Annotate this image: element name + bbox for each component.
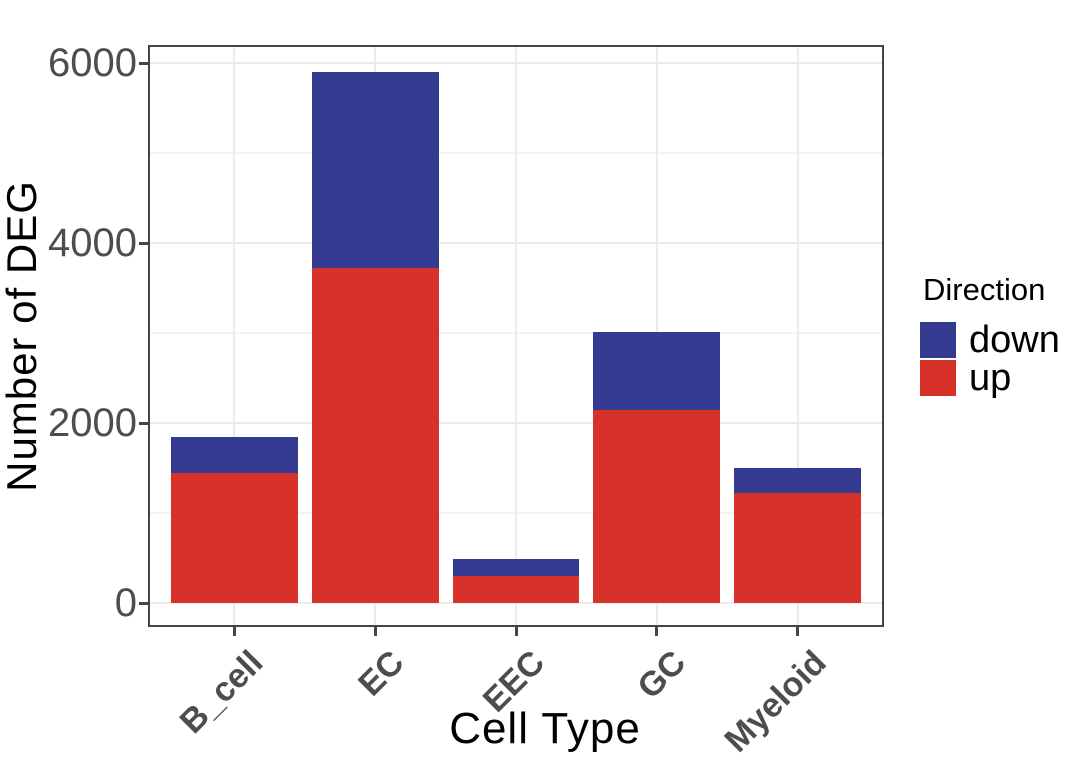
plot-panel xyxy=(148,45,884,627)
bar-segment-down-EEC xyxy=(452,558,580,576)
legend-key-up-swatch xyxy=(920,360,956,396)
bar-segment-down-B_cell xyxy=(171,437,298,474)
bar-segment-up-GC xyxy=(593,410,721,603)
gridline-major-x xyxy=(515,47,517,625)
legend-item-up: up xyxy=(920,357,1060,399)
x-tick-label-GC: GC xyxy=(630,643,693,707)
legend-label-up: up xyxy=(969,357,1012,399)
y-tick-mark xyxy=(139,61,148,65)
bar-segment-down-GC xyxy=(593,332,721,411)
bar-segment-up-B_cell xyxy=(171,473,298,603)
x-tick-mark xyxy=(514,627,518,636)
bar-segment-down-Myeloid xyxy=(734,468,861,494)
y-tick-mark xyxy=(139,601,148,605)
legend-item-down: down xyxy=(920,319,1060,361)
x-tick-mark xyxy=(796,627,800,636)
gridline-major-x xyxy=(796,47,799,625)
y-tick-label: 2000 xyxy=(48,401,137,445)
gridline-major-x xyxy=(233,47,236,625)
bar-segment-down-EC xyxy=(311,72,439,269)
x-tick-mark xyxy=(655,627,659,636)
x-tick-label-EC: EC xyxy=(351,643,412,704)
legend-rows: down up xyxy=(920,319,1060,399)
bar-segment-up-Myeloid xyxy=(734,493,861,603)
legend-label-down: down xyxy=(969,319,1060,361)
y-tick-mark xyxy=(139,241,148,245)
y-tick-mark xyxy=(139,421,148,425)
y-tick-label: 0 xyxy=(114,581,137,625)
y-tick-label: 6000 xyxy=(48,41,137,85)
x-axis-title: Cell Type xyxy=(449,704,641,753)
x-tick-mark xyxy=(373,627,377,636)
legend: Direction down up xyxy=(920,274,1060,398)
legend-key-down-swatch xyxy=(920,322,956,358)
x-tick-mark xyxy=(232,627,236,636)
bar-segment-up-EC xyxy=(311,268,439,603)
y-tick-label: 4000 xyxy=(48,221,137,265)
bar-segment-up-EEC xyxy=(452,576,580,603)
legend-title: Direction xyxy=(923,272,1046,307)
